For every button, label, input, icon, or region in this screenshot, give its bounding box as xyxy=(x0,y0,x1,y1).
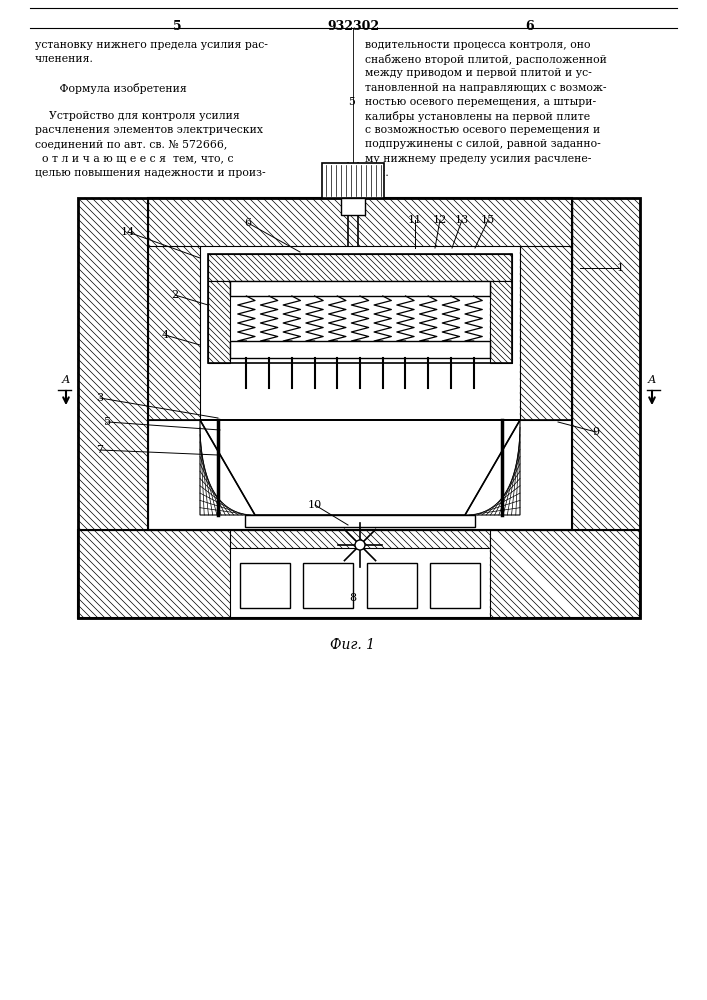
Bar xyxy=(245,515,475,527)
Bar xyxy=(520,198,572,420)
Bar xyxy=(230,281,490,296)
Text: 8: 8 xyxy=(349,593,356,603)
Text: калибры установлены на первой плите: калибры установлены на первой плите xyxy=(365,111,590,122)
Bar xyxy=(322,163,384,198)
Polygon shape xyxy=(200,420,255,515)
Text: снабжено второй плитой, расположенной: снабжено второй плитой, расположенной xyxy=(365,54,607,65)
Bar xyxy=(572,198,640,618)
Text: 2: 2 xyxy=(171,290,179,300)
Text: 12: 12 xyxy=(433,215,447,225)
Text: 6: 6 xyxy=(526,20,534,33)
Bar xyxy=(490,281,512,363)
Text: 10: 10 xyxy=(348,168,362,178)
Text: 11: 11 xyxy=(408,215,422,225)
Text: тановленной на направляющих с возмож-: тановленной на направляющих с возмож- xyxy=(365,83,607,93)
Bar xyxy=(208,281,230,363)
Circle shape xyxy=(355,540,365,550)
Text: Формула изобретения: Формула изобретения xyxy=(35,83,187,94)
Text: между приводом и первой плитой и ус-: между приводом и первой плитой и ус- xyxy=(365,68,592,78)
Text: 9: 9 xyxy=(592,427,600,437)
Text: 7: 7 xyxy=(96,445,103,455)
Text: Устройство для контроля усилия: Устройство для контроля усилия xyxy=(35,111,240,121)
Bar xyxy=(78,198,640,618)
Text: 10: 10 xyxy=(308,500,322,510)
Bar xyxy=(490,530,640,618)
Text: ностью осевого перемещения, а штыри-: ностью осевого перемещения, а штыри- xyxy=(365,97,596,107)
Bar xyxy=(367,563,417,608)
Bar xyxy=(208,254,512,281)
Polygon shape xyxy=(465,420,520,515)
Text: подпружинены с силой, равной заданно-: подпружинены с силой, равной заданно- xyxy=(365,139,601,149)
Text: Фuг. 1: Фuг. 1 xyxy=(330,638,375,652)
Text: А: А xyxy=(648,375,656,385)
Text: водительности процесса контроля, оно: водительности процесса контроля, оно xyxy=(365,40,590,50)
Bar xyxy=(240,563,290,608)
Text: о т л и ч а ю щ е е с я  тем, что, с: о т л и ч а ю щ е е с я тем, что, с xyxy=(35,154,233,164)
Bar xyxy=(78,530,640,618)
Text: 15: 15 xyxy=(481,215,495,225)
Text: 1: 1 xyxy=(617,263,624,273)
Bar xyxy=(230,341,490,358)
Bar xyxy=(430,563,480,608)
Text: 6: 6 xyxy=(245,218,252,228)
Text: соединений по авт. св. № 572666,: соединений по авт. св. № 572666, xyxy=(35,139,228,149)
Bar xyxy=(148,198,572,530)
Polygon shape xyxy=(200,420,520,515)
Text: А: А xyxy=(62,375,70,385)
Text: му нижнему пределу усилия расчлене-: му нижнему пределу усилия расчлене- xyxy=(365,154,591,164)
Bar xyxy=(78,530,230,618)
Text: 4: 4 xyxy=(161,330,168,340)
Bar xyxy=(148,198,200,420)
Bar xyxy=(303,563,353,608)
Text: 5: 5 xyxy=(348,97,355,107)
Text: целью повышения надежности и произ-: целью повышения надежности и произ- xyxy=(35,168,266,178)
Text: 14: 14 xyxy=(121,227,135,237)
Bar xyxy=(78,198,148,618)
Text: установку нижнего предела усилия рас-: установку нижнего предела усилия рас- xyxy=(35,40,268,50)
Bar xyxy=(341,198,365,215)
Text: 13: 13 xyxy=(455,215,469,225)
Text: 5: 5 xyxy=(173,20,181,33)
Text: с возможностью осевого перемещения и: с возможностью осевого перемещения и xyxy=(365,125,600,135)
Text: расчленения элементов электрических: расчленения элементов электрических xyxy=(35,125,263,135)
Text: ния.: ния. xyxy=(365,168,390,178)
Bar xyxy=(208,254,512,363)
Bar xyxy=(148,530,572,548)
Text: 5: 5 xyxy=(105,417,112,427)
Text: членения.: членения. xyxy=(35,54,94,64)
Bar xyxy=(148,198,572,246)
Text: 3: 3 xyxy=(96,393,103,403)
Text: 932302: 932302 xyxy=(327,20,379,33)
